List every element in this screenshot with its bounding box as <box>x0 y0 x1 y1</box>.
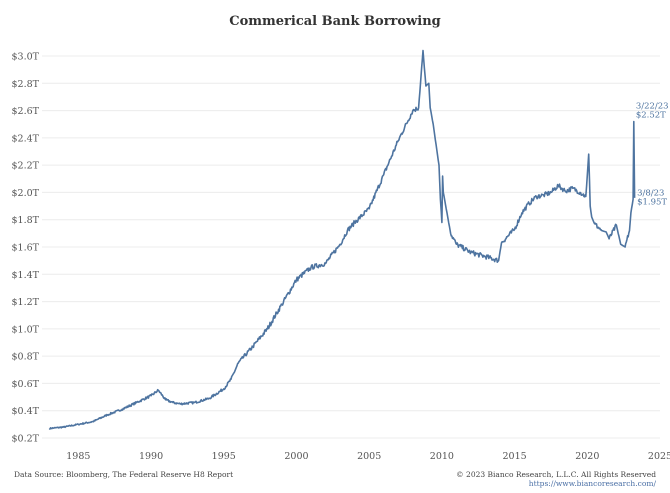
y-tick-label: $2.2T <box>12 161 40 172</box>
y-tick-label: $1.0T <box>12 324 40 335</box>
y-tick-label: $2.0T <box>12 188 40 199</box>
y-tick-label: $3.0T <box>12 52 40 63</box>
annotation-date: 3/8/23 <box>637 188 664 198</box>
x-tick-label: 2025 <box>648 451 670 462</box>
x-tick-label: 2005 <box>357 451 381 462</box>
y-tick-label: $0.2T <box>12 434 40 445</box>
x-tick-label: 1990 <box>139 451 163 462</box>
y-tick-label: $0.6T <box>12 379 40 390</box>
y-tick-label: $2.8T <box>12 79 40 90</box>
y-tick-label: $1.2T <box>12 297 40 308</box>
y-axis-ticks: $0.2T $0.4T $0.6T $0.8T $1.0T $1.2T $1.4T $1.6T… <box>12 52 40 445</box>
x-tick-label: 2000 <box>284 451 308 462</box>
series-line-bank-borrowing <box>48 49 636 430</box>
source-note: Data Source: Bloomberg, The Federal Rese… <box>14 470 233 479</box>
x-tick-label: 2015 <box>502 451 526 462</box>
y-tick-label: $2.4T <box>12 133 40 144</box>
copyright-note: © 2023 Bianco Research, L.L.C. All Right… <box>456 470 656 479</box>
x-tick-label: 2010 <box>430 451 454 462</box>
y-tick-label: $1.4T <box>12 270 40 281</box>
y-tick-label: $0.8T <box>12 352 40 363</box>
x-tick-label: 1985 <box>66 451 90 462</box>
annotation-value: $1.95T <box>637 197 667 207</box>
grid-lines <box>42 55 660 439</box>
annotation-date: 3/22/23 <box>636 101 669 111</box>
chart-title: Commerical Bank Borrowing <box>229 14 441 29</box>
annotations: 3/22/23$2.52T 3/8/23$1.95T <box>636 101 669 207</box>
y-tick-label: $0.4T <box>12 406 40 417</box>
x-axis-ticks: 1985 1990 1995 2000 2005 2010 2015 2020 2025 <box>66 451 670 462</box>
x-tick-label: 2020 <box>575 451 599 462</box>
website-link[interactable]: https://www.biancoresearch.com/ <box>529 479 657 488</box>
y-tick-label: $1.6T <box>12 243 40 254</box>
y-tick-label: $2.6T <box>12 106 40 117</box>
x-tick-label: 1995 <box>212 451 236 462</box>
y-tick-label: $1.8T <box>12 215 40 226</box>
annotation-value: $2.52T <box>636 110 666 120</box>
